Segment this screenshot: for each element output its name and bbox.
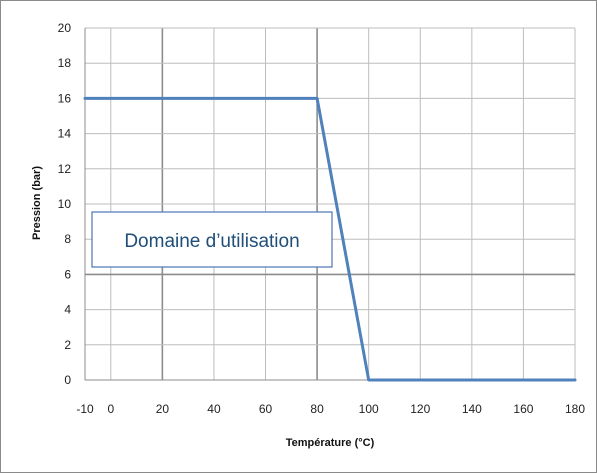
x-tick-label: 160 (513, 402, 533, 416)
annotation-text: Domaine d’utilisation (124, 231, 299, 252)
y-tick-label: 20 (58, 21, 72, 35)
y-tick-label: 4 (64, 303, 71, 317)
y-axis-label: Pression (bar) (31, 166, 43, 240)
y-tick-label: 2 (64, 338, 71, 352)
x-tick-label: -10 (76, 402, 94, 416)
y-tick-label: 18 (58, 56, 72, 70)
x-tick-label: 120 (410, 402, 430, 416)
y-tick-label: 14 (58, 127, 72, 141)
series-layer (83, 96, 577, 382)
y-tick-label: 12 (58, 162, 72, 176)
y-tick-label: 6 (64, 267, 71, 281)
x-tick-label: 40 (207, 402, 221, 416)
grid (84, 27, 576, 381)
y-tick-labels: 0 2 4 6 8 10 12 14 16 18 20 (58, 21, 72, 387)
x-tick-labels: -10 0 20 40 60 80 100 120 140 160 180 (76, 402, 585, 416)
x-tick-label: 180 (565, 402, 585, 416)
annotation-rect (91, 211, 333, 268)
x-tick-label: 140 (462, 402, 482, 416)
x-tick-label: 20 (156, 402, 170, 416)
y-tick-label: 8 (64, 232, 71, 246)
x-tick-label: 80 (310, 402, 324, 416)
y-tick-label: 10 (58, 197, 72, 211)
x-tick-label: 0 (107, 402, 114, 416)
x-tick-label: 60 (259, 402, 273, 416)
series-line (83, 96, 577, 382)
x-tick-label: 100 (359, 402, 379, 416)
y-tick-label: 0 (64, 373, 71, 387)
annotation-box: Domaine d’utilisation (91, 211, 333, 268)
y-tick-label: 16 (58, 91, 72, 105)
x-axis-label: Température (°C) (286, 437, 375, 449)
